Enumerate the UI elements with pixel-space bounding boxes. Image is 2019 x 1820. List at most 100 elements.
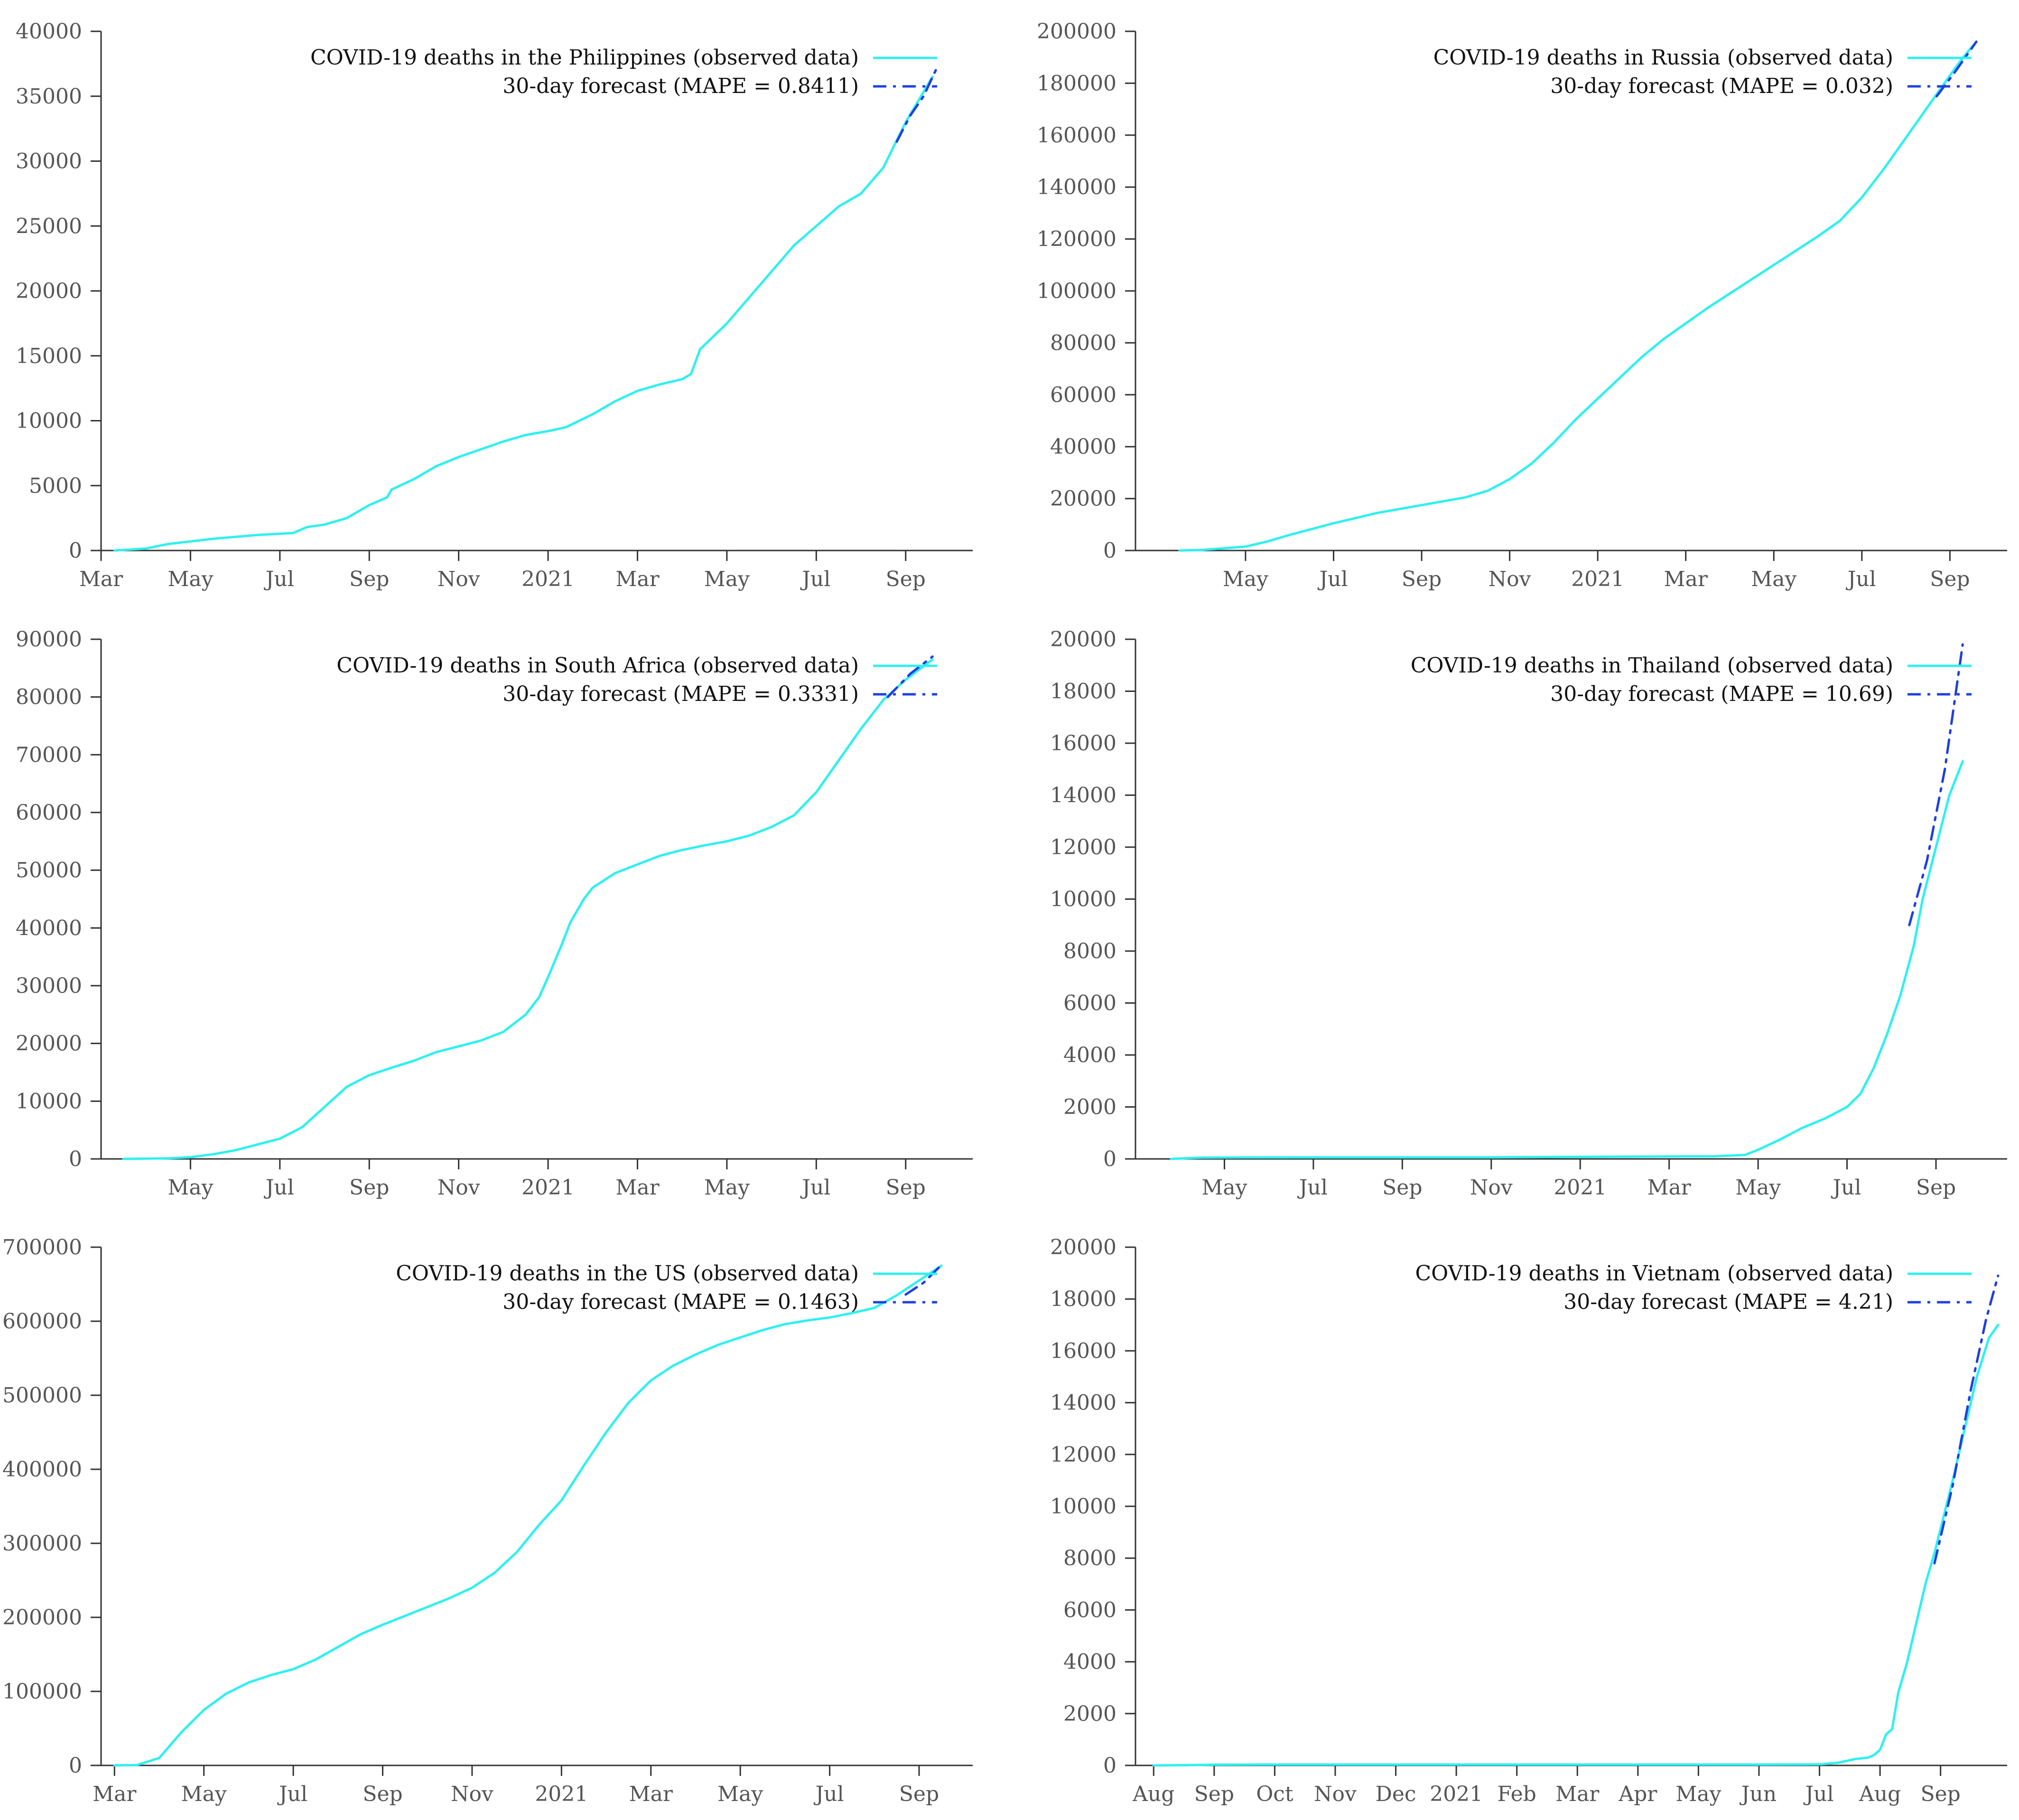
y-tick-label: 40000 — [1050, 435, 1116, 459]
x-tick-label: Sep — [1382, 1176, 1422, 1200]
x-tick-label: Apr — [1618, 1782, 1657, 1806]
y-tick-label: 200000 — [1037, 19, 1116, 44]
x-tick-label: May — [167, 1176, 213, 1200]
x-tick-label: Mar — [1664, 567, 1708, 591]
y-tick-label: 0 — [1103, 1754, 1116, 1778]
y-tick-label: 100000 — [2, 1680, 82, 1704]
y-tick-label: 8000 — [1063, 939, 1116, 963]
legend-forecast-label: 30-day forecast (MAPE = 0.032) — [1550, 74, 1893, 98]
x-tick-label: Sep — [1402, 567, 1442, 591]
y-tick-label: 30000 — [16, 149, 82, 174]
x-tick-label: May — [1223, 567, 1268, 591]
x-tick-label: Dec — [1376, 1782, 1416, 1806]
y-tick-label: 15000 — [16, 344, 82, 368]
legend-observed-label: COVID-19 deaths in the Philippines (obse… — [310, 46, 859, 70]
x-tick-label: Sep — [886, 1176, 926, 1200]
y-tick-label: 180000 — [1037, 71, 1116, 95]
y-tick-label: 35000 — [16, 84, 82, 109]
legend-observed-label: COVID-19 deaths in Vietnam (observed dat… — [1415, 1261, 1893, 1286]
y-tick-label: 120000 — [1037, 227, 1116, 252]
forecast-series-line — [1933, 1274, 2000, 1565]
x-tick-label: Nov — [1489, 567, 1531, 591]
y-tick-label: 0 — [69, 539, 82, 563]
observed-series-line — [113, 1264, 943, 1767]
x-tick-label: Mar — [615, 567, 660, 591]
y-tick-label: 80000 — [1050, 331, 1116, 355]
y-tick-label: 20000 — [1050, 487, 1116, 511]
x-tick-label: Nov — [1314, 1782, 1357, 1806]
y-tick-label: 10000 — [16, 1089, 82, 1113]
forecast-series-line — [886, 655, 934, 699]
y-tick-label: 6000 — [1063, 1598, 1116, 1622]
x-tick-label: Mar — [1647, 1176, 1692, 1200]
x-tick-label: Sep — [349, 567, 389, 591]
x-tick-label: Mar — [615, 1176, 660, 1200]
y-tick-label: 10000 — [1050, 1494, 1116, 1519]
observed-series-line — [122, 658, 934, 1160]
y-tick-label: 30000 — [16, 974, 82, 998]
forecast-series-line — [904, 1263, 943, 1296]
x-tick-label: Jul — [264, 1176, 294, 1200]
observed-series-line — [113, 75, 934, 552]
x-tick-label: Sep — [1194, 1782, 1234, 1806]
x-tick-label: Oct — [1256, 1782, 1293, 1806]
x-tick-label: Nov — [437, 1176, 480, 1200]
legend-observed-label: COVID-19 deaths in the US (observed data… — [396, 1261, 859, 1286]
x-tick-label: Jul — [1804, 1782, 1834, 1806]
y-tick-label: 0 — [1103, 1147, 1116, 1171]
y-tick-label: 20000 — [1050, 627, 1116, 652]
y-tick-label: 18000 — [1050, 680, 1116, 704]
x-tick-label: Nov — [437, 567, 480, 591]
legend-observed-label: COVID-19 deaths in Thailand (observed da… — [1411, 653, 1893, 678]
observed-series-line — [1170, 760, 1964, 1160]
x-tick-label: Sep — [363, 1782, 402, 1806]
legend-forecast-label: 30-day forecast (MAPE = 0.8411) — [502, 74, 859, 98]
legend-forecast-label: 30-day forecast (MAPE = 10.69) — [1550, 682, 1893, 706]
chart-panel-4: 0 2000 4000 6000 8000 10000 12000 14000 16000 180… — [1050, 627, 2007, 1200]
forecast-series-line — [895, 66, 939, 143]
x-tick-label: May — [167, 567, 213, 591]
y-tick-label: 4000 — [1063, 1043, 1116, 1067]
chart-panel-1: 0 5000 10000 15000 20000 25000 30000 35000 40000… — [16, 19, 973, 591]
chart-panel-3: 0 10000 20000 30000 40000 50000 60000 70000 8000… — [16, 627, 973, 1200]
y-tick-label: 100000 — [1037, 279, 1116, 303]
x-tick-label: Nov — [451, 1782, 493, 1806]
x-tick-label: May — [704, 1176, 750, 1200]
x-tick-label: 2021 — [1571, 567, 1624, 591]
x-tick-label: Aug — [1132, 1782, 1174, 1806]
x-tick-label: May — [1675, 1782, 1721, 1806]
chart-panel-6: 0 2000 4000 6000 8000 10000 12000 14000 16000 180… — [1050, 1235, 2007, 1806]
y-tick-label: 12000 — [1050, 1443, 1116, 1467]
x-tick-label: 2021 — [535, 1782, 588, 1806]
x-tick-label: Sep — [1916, 1176, 1956, 1200]
x-tick-label: 2021 — [521, 567, 575, 591]
x-tick-label: Sep — [349, 1176, 389, 1200]
x-tick-label: Jul — [277, 1782, 307, 1806]
x-tick-label: 2021 — [1430, 1782, 1483, 1806]
y-tick-label: 70000 — [16, 743, 82, 767]
chart-panel-2: 0 20000 40000 60000 80000 100000 120000 140000 1… — [1037, 19, 2007, 591]
y-tick-label: 90000 — [16, 627, 82, 652]
x-tick-label: Mar — [629, 1782, 673, 1806]
y-tick-label: 0 — [69, 1754, 82, 1778]
y-tick-label: 500000 — [2, 1383, 82, 1408]
y-tick-label: 700000 — [2, 1235, 82, 1260]
x-tick-label: Jun — [1740, 1782, 1777, 1806]
forecast-series-line — [1908, 643, 1964, 926]
y-tick-label: 4000 — [1063, 1650, 1116, 1674]
x-tick-label: 2021 — [1554, 1176, 1607, 1200]
x-tick-label: Feb — [1498, 1782, 1536, 1806]
x-tick-label: Jul — [814, 1782, 844, 1806]
y-tick-label: 140000 — [1037, 175, 1116, 199]
x-tick-label: Sep — [899, 1782, 939, 1806]
y-tick-label: 10000 — [1050, 887, 1116, 912]
y-tick-label: 2000 — [1063, 1702, 1116, 1726]
legend-observed-label: COVID-19 deaths in Russia (observed data… — [1433, 46, 1893, 70]
y-tick-label: 40000 — [16, 916, 82, 940]
y-tick-label: 25000 — [16, 214, 82, 238]
x-tick-label: May — [1201, 1176, 1247, 1200]
y-tick-label: 0 — [69, 1147, 82, 1171]
y-tick-label: 5000 — [29, 474, 82, 498]
x-tick-label: Jul — [800, 1176, 830, 1200]
